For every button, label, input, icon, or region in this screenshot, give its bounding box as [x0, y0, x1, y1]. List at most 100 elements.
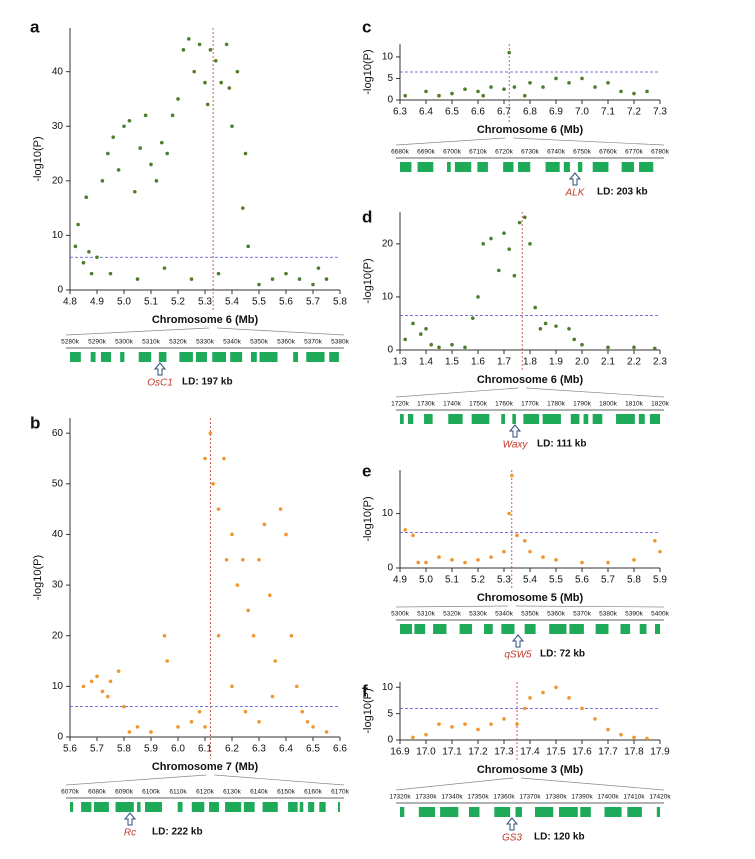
point [645, 736, 649, 741]
point [429, 342, 434, 347]
point [523, 93, 527, 98]
funnel [65, 327, 210, 336]
x-tick-label: 6.5 [445, 107, 459, 118]
x-tick-label: 6.1 [198, 744, 212, 755]
gene [319, 802, 326, 812]
point [257, 557, 261, 562]
x-axis-label: Chromosome 5 (Mb) [477, 592, 584, 604]
point [197, 42, 202, 47]
y-tick-label: 20 [52, 630, 64, 641]
gene [558, 807, 578, 817]
y-tick-label: 0 [387, 563, 393, 574]
gene [225, 802, 242, 812]
point [116, 669, 121, 673]
point [437, 555, 441, 559]
gene [494, 807, 511, 817]
point [227, 86, 232, 90]
y-axis-label: -log10(P) [32, 136, 44, 181]
point [230, 124, 234, 129]
gene [503, 162, 514, 172]
x-tick-label: 2.3 [653, 357, 667, 368]
x-tick-label: 1.3 [393, 357, 407, 368]
point [176, 97, 180, 101]
point [241, 557, 245, 562]
gene-name: Rc [124, 828, 136, 839]
x-tick-label: 4.9 [393, 575, 407, 586]
point [127, 730, 132, 734]
panel-label: f [362, 681, 368, 700]
point [450, 342, 454, 347]
gene [595, 624, 609, 634]
point [211, 482, 215, 486]
y-tick-label: 5 [387, 73, 393, 84]
point [567, 696, 571, 700]
x-tick-label: 6.3 [252, 744, 266, 755]
panel-label: c [362, 17, 371, 36]
point [224, 42, 229, 47]
x-tick-label: 5.3 [497, 575, 511, 586]
point [489, 722, 493, 726]
gene [563, 162, 570, 172]
gene [454, 162, 472, 172]
gene [518, 162, 531, 172]
track-tick-label: 5370k [573, 611, 591, 618]
gene [70, 352, 81, 362]
x-tick-label: 1.6 [471, 357, 485, 368]
point [489, 236, 493, 241]
x-tick-label: 17.9 [650, 747, 670, 758]
gene [501, 414, 505, 424]
point [230, 532, 234, 537]
track-tick-label: 17390k [571, 794, 593, 801]
x-axis-label: Chromosome 7 (Mb) [152, 761, 259, 773]
gene [447, 162, 451, 172]
point [135, 277, 140, 281]
track-tick-label: 5390k [625, 611, 643, 618]
point [510, 473, 514, 478]
track-tick-label: 5360k [547, 611, 565, 618]
x-axis-label: Chromosome 6 (Mb) [477, 124, 584, 136]
gene [512, 414, 516, 424]
point [106, 694, 110, 699]
point [278, 507, 283, 511]
gene [414, 624, 426, 634]
point [424, 89, 428, 94]
point [257, 720, 261, 724]
x-tick-label: 17.6 [572, 747, 592, 758]
point [208, 431, 213, 435]
track-tick-label: 17320k [389, 794, 411, 801]
gene [433, 624, 447, 634]
point [606, 727, 610, 732]
point [162, 266, 167, 270]
y-tick-label: 20 [52, 175, 64, 186]
gene [230, 352, 243, 362]
point [270, 694, 275, 699]
x-tick-label: 2.2 [627, 357, 641, 368]
point [502, 87, 506, 92]
track-tick-label: 6080k [88, 789, 106, 796]
gene [523, 414, 540, 424]
track-tick-label: 5320k [443, 611, 461, 618]
point [538, 326, 543, 331]
gene [477, 162, 488, 172]
track-tick-label: 5300k [115, 339, 133, 346]
x-tick-label: 7.2 [627, 107, 641, 118]
ld-label: LD: 72 kb [540, 649, 585, 660]
gene-arrow [568, 172, 582, 186]
track-tick-label: 5350k [250, 339, 268, 346]
point [619, 732, 623, 737]
gene [308, 802, 315, 812]
point [216, 507, 221, 511]
gene [293, 352, 299, 362]
point [165, 659, 169, 663]
gene [471, 414, 490, 424]
point [541, 690, 545, 695]
x-tick-label: 7.0 [575, 107, 589, 118]
y-tick-label: 10 [382, 52, 394, 63]
funnel [395, 777, 514, 791]
gene-name: ALK [565, 188, 586, 199]
x-tick-label: 17.3 [494, 747, 514, 758]
gene [459, 624, 473, 634]
point [489, 555, 493, 559]
point [87, 249, 91, 254]
track-tick-label: 5330k [469, 611, 487, 618]
